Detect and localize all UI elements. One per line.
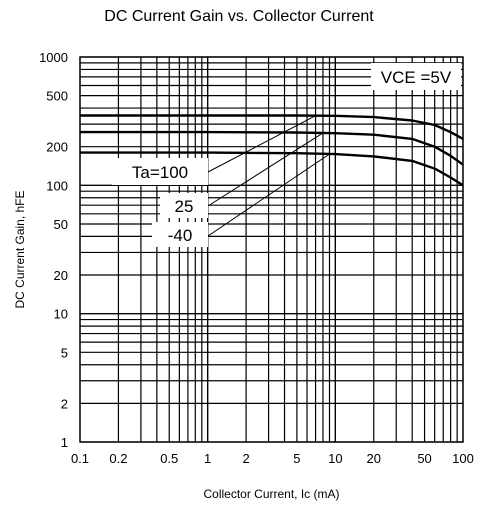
leader-line-2 <box>207 153 330 237</box>
condition-box <box>371 63 461 90</box>
annotation-labels: VCE =5V Ta=100 25 -40 <box>112 63 461 247</box>
y-tick-label: 100 <box>46 178 68 193</box>
leader-line-1 <box>207 132 324 207</box>
x-tick-label: 100 <box>452 451 474 466</box>
x-tick-label: 1 <box>204 451 211 466</box>
x-tick-label: 50 <box>417 451 431 466</box>
x-tick-label: 0.2 <box>109 451 127 466</box>
chart-title: DC Current Gain vs. Collector Current <box>104 8 374 25</box>
x-tick-label: 0.1 <box>71 451 89 466</box>
series-line-0 <box>80 114 464 140</box>
x-tick-label: 2 <box>242 451 249 466</box>
series-line-2 <box>80 151 464 187</box>
y-tick-label: 20 <box>54 268 68 283</box>
y-tick-label: 2 <box>61 396 68 411</box>
condition-label: VCE =5V <box>381 68 452 87</box>
x-tick-label: 5 <box>293 451 300 466</box>
y-tick-label: 200 <box>46 140 68 155</box>
y-tick-label: 50 <box>54 217 68 232</box>
label-box-minus40 <box>152 222 208 247</box>
y-tick-label: 5 <box>61 345 68 360</box>
plot-frame <box>79 56 464 443</box>
x-tick-label: 0.5 <box>160 451 178 466</box>
x-tick-label: 20 <box>367 451 381 466</box>
series-label-25: 25 <box>175 197 194 216</box>
label-box-25 <box>160 193 208 218</box>
y-tick-label: 1000 <box>39 50 68 65</box>
series-line-1 <box>80 130 464 166</box>
y-tick-label: 10 <box>54 307 68 322</box>
label-box-ta100 <box>112 158 208 185</box>
tick-labels: 0.1 0.2 0.5 1 2 5 10 20 50 1001251020501002005001… <box>39 50 474 466</box>
leader-lines <box>207 115 330 237</box>
series-label-ta100: Ta=100 <box>132 163 188 182</box>
x-axis-label: Collector Current, Ic (mA) <box>203 487 339 501</box>
y-tick-label: 500 <box>46 89 68 104</box>
leader-line-0 <box>207 115 316 173</box>
series-lines <box>80 114 464 187</box>
series-label-minus40: -40 <box>168 226 193 245</box>
x-tick-label: 10 <box>328 451 342 466</box>
grid-lines <box>79 56 464 443</box>
y-tick-label: 1 <box>61 435 68 450</box>
y-axis-label: DC Current Gain, hFE <box>13 190 27 308</box>
